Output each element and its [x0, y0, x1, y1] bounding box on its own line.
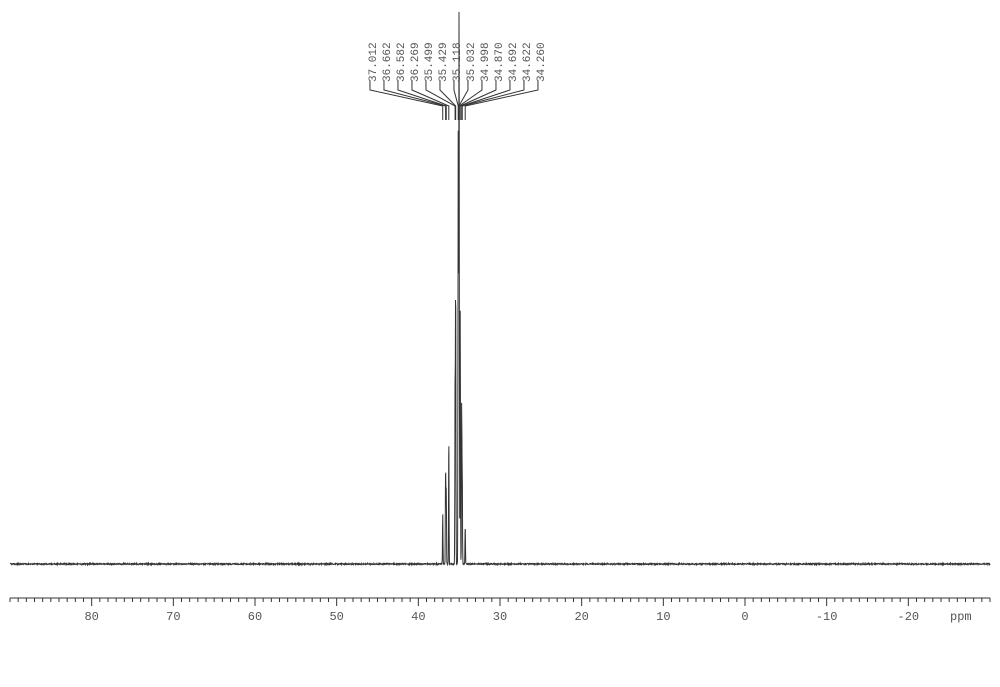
- peak-label: 35.499: [424, 42, 436, 82]
- axis-tick-label: 30: [493, 610, 507, 624]
- axis-tick-label: -10: [816, 610, 838, 624]
- axis-tick-label: 50: [329, 610, 343, 624]
- peak-label: 35.032: [466, 42, 478, 82]
- peak-label: 36.662: [382, 42, 394, 82]
- axis-tick-label: 20: [574, 610, 588, 624]
- peak-label: 35.118: [452, 42, 464, 82]
- peak-label: 34.260: [536, 42, 548, 82]
- peak-label: 37.012: [368, 42, 380, 82]
- peak-label: 34.692: [508, 42, 520, 82]
- peak-label: 35.429: [438, 42, 450, 82]
- axis-tick-label: 70: [166, 610, 180, 624]
- axis-tick-label: 40: [411, 610, 425, 624]
- peak-label: 34.870: [494, 42, 506, 82]
- axis-tick-label: 0: [741, 610, 748, 624]
- axis-tick-label: 10: [656, 610, 670, 624]
- peak-label: 34.622: [522, 42, 534, 82]
- axis-tick-label: -20: [898, 610, 920, 624]
- axis-unit-label: ppm: [950, 610, 972, 624]
- axis-tick-label: 60: [248, 610, 262, 624]
- peak-label: 36.582: [396, 42, 408, 82]
- peak-label: 36.269: [410, 42, 422, 82]
- spectrum-canvas: [0, 0, 1000, 687]
- nmr-spectrum-plot: 80706050403020100-10-20ppm37.01236.66236…: [0, 0, 1000, 687]
- peak-label: 34.998: [480, 42, 492, 82]
- axis-tick-label: 80: [84, 610, 98, 624]
